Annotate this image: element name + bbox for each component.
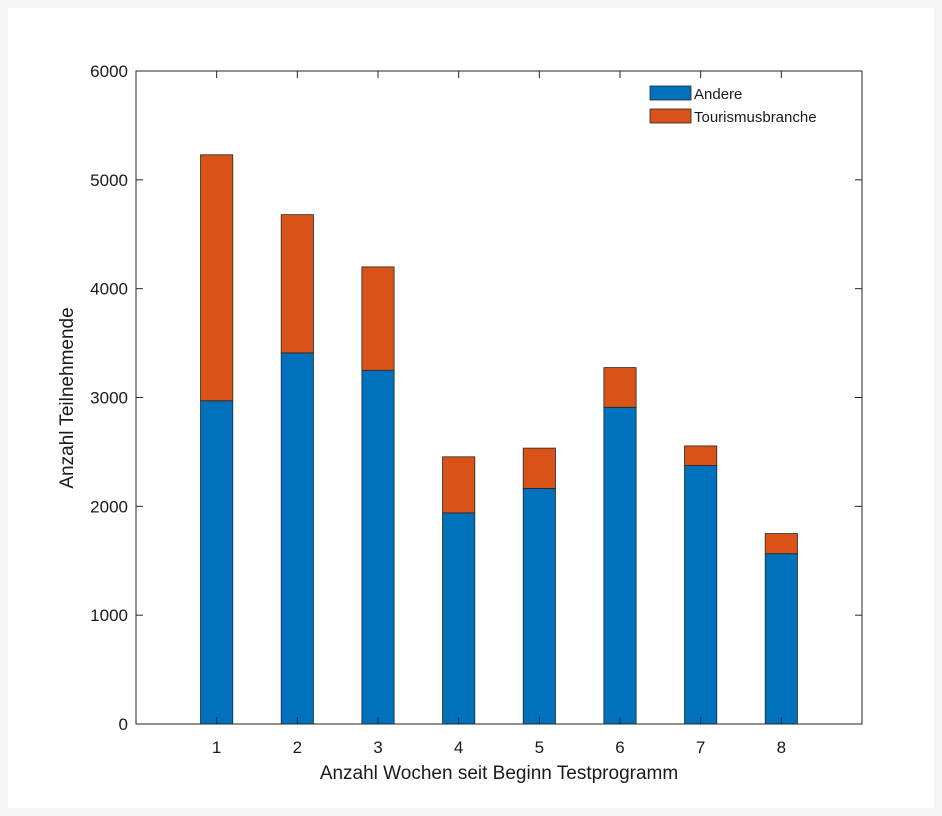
y-tick-label: 4000 bbox=[90, 280, 128, 299]
bar-segment-tourismusbranche-week-6 bbox=[603, 367, 637, 408]
x-tick-label: 7 bbox=[696, 738, 705, 757]
x-tick-label: 3 bbox=[373, 738, 382, 757]
bar-segment-tourismusbranche-week-3 bbox=[361, 266, 395, 371]
bar-segment-tourismusbranche-week-5 bbox=[522, 447, 556, 489]
bars-layer bbox=[200, 154, 798, 725]
bar-segment-tourismusbranche-week-4 bbox=[442, 456, 476, 514]
bar-segment-andere-week-2 bbox=[280, 352, 314, 725]
y-axis-label: Anzahl Teilnehmende bbox=[57, 307, 78, 488]
bar-segment-andere-week-3 bbox=[361, 369, 395, 725]
plot-area-frame bbox=[135, 70, 863, 725]
legend-swatch-andere bbox=[649, 85, 692, 101]
y-tick-label: 5000 bbox=[90, 171, 128, 190]
y-tick-label: 6000 bbox=[90, 62, 128, 81]
bar-segment-andere-week-1 bbox=[200, 400, 234, 725]
x-tick-label: 2 bbox=[293, 738, 302, 757]
bar-segment-tourismusbranche-week-8 bbox=[764, 533, 798, 555]
legend-label-tourismusbranche: Tourismusbranche bbox=[694, 109, 817, 126]
x-tick-label: 5 bbox=[535, 738, 544, 757]
y-tick-label: 0 bbox=[119, 715, 128, 734]
bar-segment-andere-week-5 bbox=[522, 487, 556, 725]
bar-segment-tourismusbranche-week-7 bbox=[684, 445, 718, 466]
y-tick-label: 1000 bbox=[90, 606, 128, 625]
bar-segment-andere-week-8 bbox=[764, 553, 798, 725]
legend: Andere Tourismusbranche bbox=[645, 80, 852, 132]
bar-segment-tourismusbranche-week-2 bbox=[280, 214, 314, 354]
legend-swatch-tourismusbranche bbox=[649, 108, 692, 124]
figure-frame: 0 1000 2000 3000 4000 5000 6000 1 2 3 4 5 6 7 8 Anzah… bbox=[8, 8, 934, 808]
bar-segment-andere-week-7 bbox=[684, 465, 718, 725]
bar-chart: 0 1000 2000 3000 4000 5000 6000 1 2 3 4 5 6 7 8 Anzah… bbox=[57, 62, 863, 784]
x-tick-label: 1 bbox=[212, 738, 221, 757]
x-axis-label: Anzahl Wochen seit Beginn Testprogramm bbox=[320, 763, 678, 784]
y-tick-label: 2000 bbox=[90, 497, 128, 516]
bar-segment-tourismusbranche-week-1 bbox=[200, 154, 234, 402]
x-tick-label: 4 bbox=[454, 738, 463, 757]
legend-label-andere: Andere bbox=[694, 86, 742, 103]
bar-segment-andere-week-6 bbox=[603, 406, 637, 725]
x-axis-ticks: 1 2 3 4 5 6 7 8 bbox=[212, 71, 786, 757]
y-tick-label: 3000 bbox=[90, 389, 128, 408]
y-axis-ticks: 0 1000 2000 3000 4000 5000 6000 bbox=[90, 62, 862, 734]
x-tick-label: 6 bbox=[615, 738, 624, 757]
bar-segment-andere-week-4 bbox=[442, 512, 476, 725]
x-tick-label: 8 bbox=[777, 738, 786, 757]
